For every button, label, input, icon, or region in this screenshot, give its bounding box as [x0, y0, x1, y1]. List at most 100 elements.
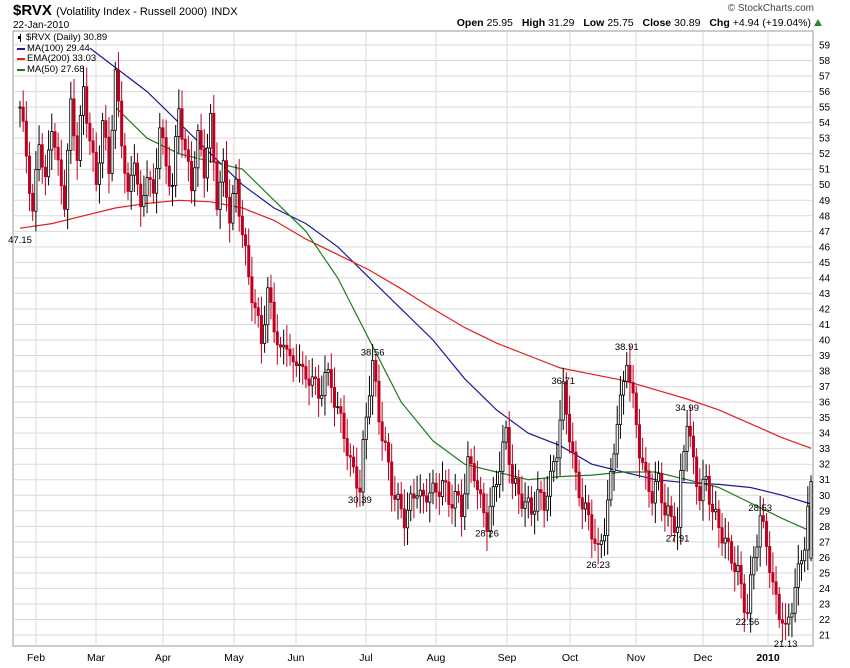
- candle-body: [263, 324, 267, 344]
- price-annotation: 28.53: [748, 503, 772, 514]
- y-tick-label: 28: [819, 522, 831, 533]
- x-tick-label: Aug: [427, 652, 446, 664]
- candle-body: [247, 245, 251, 278]
- candle-body: [707, 475, 711, 505]
- symbol: $RVX: [13, 2, 52, 19]
- candle-body: [733, 562, 737, 573]
- y-tick-label: 51: [819, 165, 831, 176]
- candle-body: [679, 470, 683, 528]
- y-tick-label: 53: [819, 134, 831, 145]
- candle-body: [129, 174, 133, 192]
- low-value: 25.75: [607, 17, 634, 29]
- candle-body: [237, 178, 241, 217]
- candle-body: [386, 442, 391, 463]
- candle-body: [491, 486, 495, 507]
- candle-body: [803, 549, 807, 562]
- legend-label: MA(50) 27.68: [27, 63, 85, 75]
- y-tick-label: 54: [819, 118, 831, 129]
- candle-body: [345, 438, 349, 456]
- candle-body: [18, 106, 22, 109]
- y-tick-label: 59: [819, 41, 831, 52]
- candle-body: [510, 464, 514, 484]
- y-tick-label: 48: [819, 211, 831, 222]
- candle-body: [809, 481, 813, 559]
- y-tick-label: 38: [819, 367, 831, 378]
- candle-body: [634, 392, 638, 426]
- candle-body: [771, 572, 775, 583]
- up-arrow-icon: [814, 19, 822, 26]
- candle-body: [402, 508, 406, 529]
- candle-body: [768, 546, 772, 573]
- candle-body: [367, 395, 371, 418]
- candle-body: [726, 537, 730, 543]
- candle-body: [47, 149, 51, 178]
- candle-body: [555, 457, 559, 462]
- candle-body: [259, 315, 263, 344]
- candle-body: [151, 179, 155, 194]
- x-tick-label: Dec: [694, 652, 713, 664]
- candle-body: [653, 481, 657, 504]
- candle-body: [561, 381, 565, 421]
- candle-body: [301, 363, 305, 367]
- candle-body: [374, 360, 378, 382]
- candle-body: [78, 115, 82, 161]
- candle-body: [253, 302, 257, 309]
- candle-body: [228, 196, 232, 224]
- y-tick-label: 21: [819, 631, 831, 642]
- line-swatch-icon: [17, 58, 25, 61]
- price-annotation: 26.23: [586, 560, 610, 571]
- candle-body: [755, 546, 759, 558]
- candle-body: [450, 504, 454, 509]
- candle-body: [221, 160, 225, 183]
- y-tick-label: 30: [819, 491, 831, 502]
- candle-body: [193, 167, 197, 192]
- candle-body: [298, 363, 302, 366]
- candle-body: [399, 493, 403, 510]
- candle-body: [590, 514, 594, 540]
- candle-body: [431, 482, 435, 494]
- candle-body: [113, 69, 117, 131]
- high-value: 31.29: [548, 17, 575, 29]
- legend-label: EMA(200) 33.03: [27, 53, 97, 64]
- brand-link[interactable]: © StockCharts.com: [727, 3, 814, 14]
- x-tick-label: Jun: [288, 652, 305, 664]
- line-swatch-icon: [17, 47, 25, 50]
- candle-body: [43, 166, 47, 178]
- candle-body: [472, 463, 476, 482]
- candle-body: [31, 192, 35, 212]
- ohlc-readout: Open 25.95 High 31.29 Low 25.75 Close 30.89 …: [451, 17, 822, 29]
- candle-body: [212, 112, 216, 163]
- candle-body: [717, 508, 721, 529]
- y-tick-label: 29: [819, 506, 831, 517]
- candle-body: [647, 470, 651, 492]
- candle-body: [507, 427, 511, 465]
- price-annotation: 38.56: [361, 347, 385, 358]
- candle-body: [164, 137, 168, 167]
- candle-body: [577, 471, 581, 499]
- candle-body: [167, 165, 171, 187]
- x-tick-label: Mar: [87, 652, 106, 664]
- candle-body: [50, 131, 54, 151]
- candle-body: [711, 503, 715, 513]
- candle-body: [107, 136, 111, 174]
- chart-title: $RVX (Volatility Index - Russell 2000) I…: [13, 2, 238, 19]
- y-tick-label: 46: [819, 242, 831, 253]
- candle-body: [574, 451, 578, 473]
- y-tick-label: 49: [819, 196, 831, 207]
- candle-body: [730, 541, 734, 564]
- candle-body: [612, 453, 616, 472]
- candle-body: [520, 493, 524, 509]
- candle-body: [37, 144, 41, 170]
- candle-body: [142, 195, 146, 208]
- candle-body: [523, 501, 527, 509]
- candle-body: [787, 616, 791, 625]
- candle-body: [526, 497, 530, 503]
- candle-body: [291, 355, 295, 363]
- candle-body: [784, 622, 788, 625]
- legend-item-ma50: MA(50) 27.68: [17, 63, 107, 76]
- candle-body: [425, 495, 429, 503]
- y-tick-label: 31: [819, 475, 831, 486]
- description: (Volatility Index - Russell 2000): [56, 6, 208, 18]
- y-tick-label: 36: [819, 398, 831, 409]
- candle-body: [202, 148, 206, 179]
